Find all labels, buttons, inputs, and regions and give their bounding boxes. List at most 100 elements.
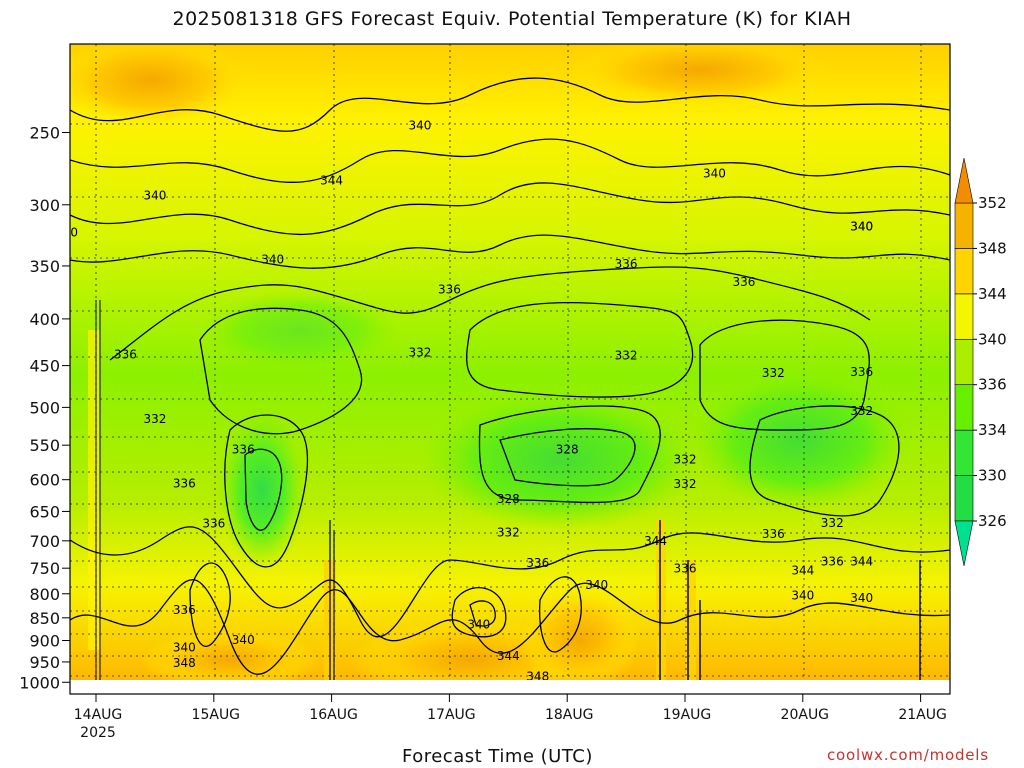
contour-label: 336 (0, 500, 19, 514)
colorbar-band (954, 338, 974, 386)
y-tick-label: 650 (29, 502, 60, 521)
contour-label: 336 (202, 517, 225, 531)
colorbar-min-arrow (954, 520, 974, 567)
contour-label: 336 (232, 443, 255, 457)
contour-label: 336 (615, 257, 638, 271)
contour-label: 340 (0, 617, 19, 631)
colorbar-label: 336 (978, 376, 1007, 394)
contour-label: 344 (791, 563, 814, 577)
contour-label: 332 (674, 477, 697, 491)
y-tick-label: 350 (29, 257, 60, 276)
contour-label: 340 (703, 166, 726, 180)
colorbar: 326 330 334 336 340 344 348 352 (954, 157, 1007, 567)
contour-label: 344 (26, 92, 49, 106)
contour-lines (70, 77, 950, 680)
y-tick-label: 700 (29, 532, 60, 551)
contour-label: 332 (762, 366, 785, 380)
colorbar-band (954, 429, 974, 476)
grid-lines (70, 44, 950, 680)
colorbar-label: 340 (978, 330, 1007, 348)
x-tick-label: 14AUG (74, 707, 123, 723)
plot-frame (69, 43, 951, 695)
contour-label: 328 (497, 492, 520, 506)
contour-label: 332 (674, 453, 697, 467)
x-tick-label: 21AUG (898, 707, 947, 723)
contour-label: 340 (850, 591, 873, 605)
x-tick-label: 17AUG (427, 707, 476, 723)
x-year-label: 2025 (80, 725, 116, 741)
contour-label: 332 (615, 348, 638, 362)
y-tick-label: 900 (29, 631, 60, 650)
contour-label: 336 (821, 555, 844, 569)
y-tick-label: 800 (29, 585, 60, 604)
contour-label-bg (0, 501, 20, 514)
contour-labels: 3443443403403403363323363363363363363363… (0, 0, 873, 685)
colorbar-band (954, 384, 974, 431)
contour-label: 340 (585, 578, 608, 592)
y-tick-label: 850 (29, 609, 60, 628)
contour-label: 332 (497, 525, 520, 539)
colorbar-max-arrow (954, 157, 974, 204)
contour-label: 332 (850, 404, 873, 418)
y-tick-label: 250 (29, 123, 60, 142)
contour-label: 348 (173, 656, 196, 670)
contour-label: 340 (850, 219, 873, 233)
chart-title: 2025081318 GFS Forecast Equiv. Potential… (172, 8, 852, 30)
credit-text: coolwx.com/models (827, 746, 989, 764)
contour-label: 344 (0, 630, 19, 644)
contour-label-bg (0, 618, 20, 631)
x-tick-label: 15AUG (192, 707, 241, 723)
contour-label: 344 (497, 649, 520, 663)
contour-label: 340 (467, 617, 490, 631)
x-tick-label: 20AUG (781, 707, 830, 723)
contour-label: 348 (526, 669, 549, 683)
x-tick-label: 16AUG (309, 707, 358, 723)
y-tick-label: 950 (29, 653, 60, 672)
contour-label: 340 (850, 219, 873, 233)
contour-label: 332 (408, 346, 431, 360)
x-tick-label: 19AUG (663, 707, 712, 723)
x-tick-label: 18AUG (545, 707, 594, 723)
colorbar-band (954, 202, 974, 249)
colorbar-label: 352 (978, 194, 1007, 212)
contour-label: 344 (644, 534, 667, 548)
y-tick-label: 600 (29, 471, 60, 490)
colorbar-label: 334 (978, 421, 1007, 439)
y-tick-label: 400 (29, 310, 60, 329)
contour-label: 336 (762, 527, 785, 541)
y-tick-label: 750 (29, 559, 60, 578)
contour-label: 340 (261, 253, 284, 267)
ground-strip (70, 680, 950, 694)
contour-label: 340 (232, 633, 255, 647)
contour-label-bg (25, 93, 49, 106)
y-tick-label: 1000 (19, 673, 60, 692)
colorbar-band (954, 248, 974, 295)
contour-label: 340 (408, 118, 431, 132)
contour-label: 340 (791, 589, 814, 603)
plot-area: 3443443403403403363323363363363363363363… (0, 0, 950, 694)
y-tick-label: 300 (29, 196, 60, 215)
contour-label: 336 (526, 556, 549, 570)
contour-label: 340 (55, 226, 78, 240)
contour-label: 344 (320, 173, 343, 187)
contour-label: 348 (0, 671, 19, 685)
contour-label: 336 (114, 347, 137, 361)
contour-label: 344 (850, 555, 873, 569)
contour-label: 336 (173, 477, 196, 491)
x-axis: 14AUG 15AUG 16AUG 17AUG 18AUG 19AUG 20AUG 21AUG… (74, 694, 947, 741)
y-tick-label: 550 (29, 436, 60, 455)
contour-label: 336 (674, 561, 697, 575)
contour-label: 336 (850, 365, 873, 379)
contour-label: 336 (438, 282, 461, 296)
colorbar-band (954, 475, 974, 522)
contour-label: 332 (821, 516, 844, 530)
contour-label: 332 (143, 412, 166, 426)
colorbar-label: 348 (978, 239, 1007, 257)
colorbar-label: 344 (978, 285, 1007, 303)
contour-label-bg (0, 672, 20, 685)
contour-label-bg (0, 631, 20, 644)
contour-label: 336 (173, 603, 196, 617)
contour-label: 344 (615, 0, 638, 5)
y-axis: 250 300 350 400 450 500 550 600 650 700 750 800 850 9… (19, 123, 70, 692)
